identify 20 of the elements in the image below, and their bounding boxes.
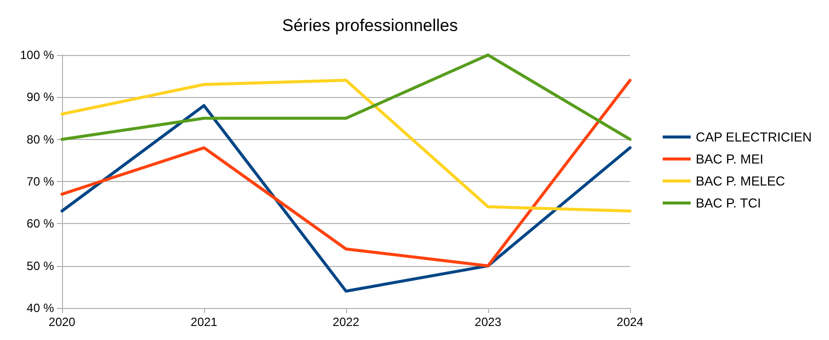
y-tick-label: 100 % <box>20 48 54 62</box>
line-series <box>60 78 632 268</box>
y-tick-label: 90 % <box>26 90 54 104</box>
chart-title: Séries professionnelles <box>282 16 458 35</box>
legend-label: CAP ELECTRICIEN <box>696 130 812 144</box>
y-tick-label: 60 % <box>26 216 54 231</box>
x-tick-label: 2021 <box>190 315 218 329</box>
legend-label: BAC P. MELEC <box>696 174 786 188</box>
x-tick-label: 2024 <box>616 315 644 329</box>
x-tick-label: 2023 <box>474 315 502 329</box>
x-tick-label: 2022 <box>332 315 360 329</box>
legend-label: BAC P. MEI <box>696 152 764 166</box>
legend-label: BAC P. TCI <box>696 196 761 210</box>
line-series <box>60 78 632 213</box>
y-tick-label: 70 % <box>26 174 54 188</box>
y-tick-label: 50 % <box>26 258 54 273</box>
line-series <box>60 104 632 293</box>
y-tick-label: 40 % <box>26 301 54 315</box>
x-tick-label: 2020 <box>48 315 76 329</box>
y-tick-label: 80 % <box>26 132 54 146</box>
